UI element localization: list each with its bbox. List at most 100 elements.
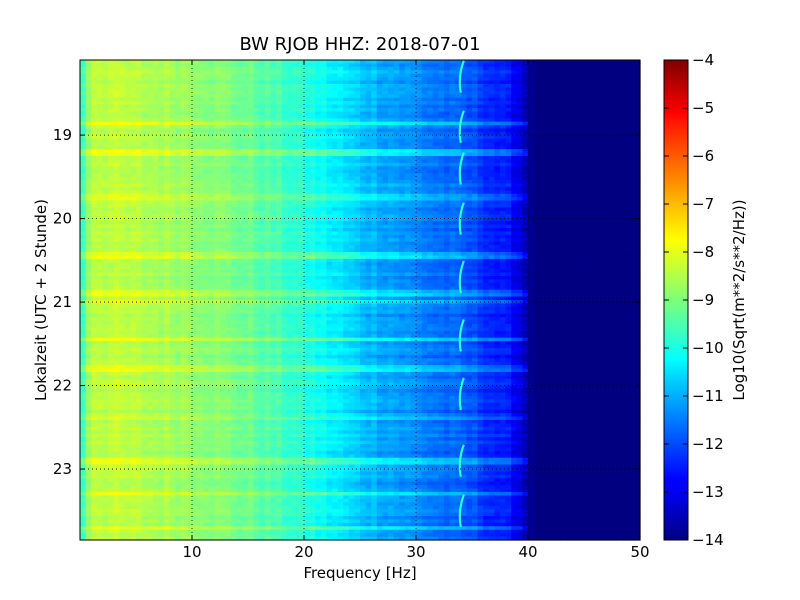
heatmap-cell: [152, 111, 159, 116]
heatmap-cell: [393, 108, 400, 113]
heatmap-cell: [343, 90, 350, 95]
heatmap-cell: [466, 180, 473, 185]
heatmap-cell: [432, 104, 439, 109]
heatmap-cell: [80, 162, 87, 167]
heatmap-cell: [572, 104, 579, 109]
heatmap-cell: [259, 70, 266, 75]
heatmap-cell: [561, 104, 568, 109]
heatmap-cell: [108, 84, 115, 89]
heatmap-cell: [399, 138, 406, 143]
heatmap-cell: [634, 173, 641, 178]
heatmap-cell: [416, 190, 423, 195]
heatmap-cell: [449, 73, 456, 78]
heatmap-cell: [242, 145, 249, 150]
heatmap-cell: [304, 149, 311, 154]
heatmap-cell: [488, 183, 495, 188]
heatmap-cell: [242, 149, 249, 154]
heatmap-cell: [236, 207, 243, 212]
heatmap-cell: [539, 111, 546, 116]
heatmap-cell: [600, 142, 607, 147]
heatmap-cell: [141, 60, 148, 65]
heatmap-cell: [628, 73, 635, 78]
heatmap-cell: [550, 108, 557, 113]
heatmap-cell: [298, 125, 305, 130]
heatmap-cell: [197, 63, 204, 68]
heatmap-cell: [130, 204, 137, 209]
heatmap-cell: [337, 118, 344, 123]
heatmap-cell: [438, 104, 445, 109]
heatmap-cell: [612, 80, 619, 85]
heatmap-cell: [572, 132, 579, 137]
heatmap-cell: [561, 217, 568, 222]
heatmap-cell: [203, 200, 210, 205]
heatmap-cell: [197, 200, 204, 205]
heatmap-cell: [102, 128, 109, 133]
heatmap-cell: [578, 132, 585, 137]
heatmap-cell: [208, 217, 215, 222]
heatmap-cell: [550, 70, 557, 75]
heatmap-cell: [539, 94, 546, 99]
heatmap-cell: [567, 197, 574, 202]
heatmap-cell: [606, 121, 613, 126]
heatmap-cell: [628, 166, 635, 171]
heatmap-cell: [337, 84, 344, 89]
heatmap-cell: [511, 80, 518, 85]
heatmap-cell: [332, 70, 339, 75]
heatmap-cell: [276, 200, 283, 205]
heatmap-cell: [281, 70, 288, 75]
heatmap-cell: [91, 108, 98, 113]
heatmap-cell: [561, 135, 568, 140]
heatmap-cell: [382, 217, 389, 222]
heatmap-cell: [404, 221, 411, 226]
heatmap-cell: [175, 217, 182, 222]
heatmap-cell: [460, 207, 467, 212]
heatmap-cell: [416, 84, 423, 89]
heatmap-cell: [136, 108, 143, 113]
heatmap-cell: [494, 197, 501, 202]
heatmap-cell: [281, 111, 288, 116]
heatmap-cell: [494, 180, 501, 185]
heatmap-cell: [449, 97, 456, 102]
heatmap-cell: [298, 80, 305, 85]
heatmap-cell: [522, 200, 529, 205]
heatmap-cell: [466, 142, 473, 147]
heatmap-cell: [561, 80, 568, 85]
heatmap-cell: [432, 169, 439, 174]
heatmap-cell: [253, 221, 260, 226]
heatmap-cell: [130, 186, 137, 191]
heatmap-cell: [477, 166, 484, 171]
heatmap-cell: [281, 90, 288, 95]
heatmap-cell: [628, 125, 635, 130]
heatmap-cell: [348, 173, 355, 178]
heatmap-cell: [449, 87, 456, 92]
heatmap-cell: [214, 108, 221, 113]
heatmap-cell: [259, 128, 266, 133]
heatmap-cell: [404, 118, 411, 123]
heatmap-cell: [505, 186, 512, 191]
heatmap-cell: [130, 135, 137, 140]
heatmap-cell: [460, 77, 467, 82]
heatmap-cell: [634, 149, 641, 154]
heatmap-cell: [186, 114, 193, 119]
heatmap-cell: [365, 224, 372, 229]
heatmap-cell: [382, 97, 389, 102]
heatmap-cell: [589, 125, 596, 130]
heatmap-cell: [606, 210, 613, 215]
heatmap-cell: [634, 108, 641, 113]
heatmap-cell: [404, 114, 411, 119]
heatmap-cell: [404, 152, 411, 157]
heatmap-cell: [539, 60, 546, 65]
heatmap-cell: [365, 169, 372, 174]
heatmap-cell: [628, 90, 635, 95]
heatmap-cell: [119, 94, 126, 99]
heatmap-cell: [617, 63, 624, 68]
heatmap-cell: [208, 125, 215, 130]
heatmap-cell: [628, 183, 635, 188]
heatmap-cell: [158, 200, 165, 205]
heatmap-cell: [382, 180, 389, 185]
heatmap-cell: [623, 183, 630, 188]
heatmap-cell: [539, 156, 546, 161]
heatmap-cell: [203, 197, 210, 202]
heatmap-cell: [477, 142, 484, 147]
heatmap-cell: [253, 145, 260, 150]
